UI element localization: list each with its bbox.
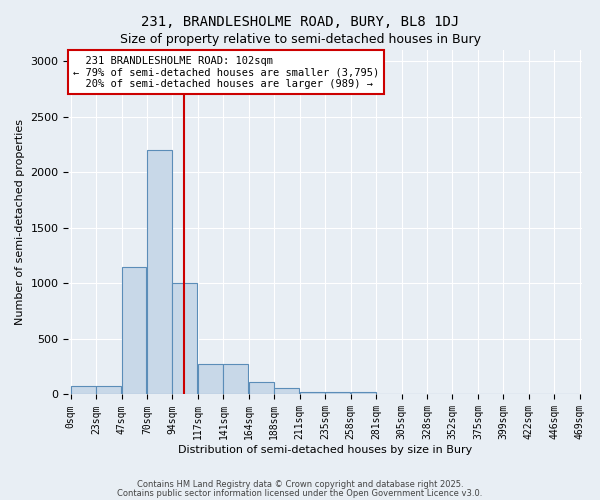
Bar bbox=[249, 382, 274, 394]
Text: 231, BRANDLESHOLME ROAD, BURY, BL8 1DJ: 231, BRANDLESHOLME ROAD, BURY, BL8 1DJ bbox=[141, 15, 459, 29]
Bar bbox=[96, 386, 121, 394]
Bar bbox=[274, 388, 299, 394]
Bar bbox=[172, 284, 197, 395]
Text: Contains HM Land Registry data © Crown copyright and database right 2025.: Contains HM Land Registry data © Crown c… bbox=[137, 480, 463, 489]
Bar bbox=[147, 150, 172, 394]
X-axis label: Distribution of semi-detached houses by size in Bury: Distribution of semi-detached houses by … bbox=[178, 445, 472, 455]
Text: 231 BRANDLESHOLME ROAD: 102sqm
← 79% of semi-detached houses are smaller (3,795): 231 BRANDLESHOLME ROAD: 102sqm ← 79% of … bbox=[73, 56, 379, 89]
Bar bbox=[122, 266, 146, 394]
Bar bbox=[325, 392, 350, 394]
Bar bbox=[223, 364, 248, 394]
Bar bbox=[198, 364, 223, 394]
Text: Size of property relative to semi-detached houses in Bury: Size of property relative to semi-detach… bbox=[119, 32, 481, 46]
Text: Contains public sector information licensed under the Open Government Licence v3: Contains public sector information licen… bbox=[118, 488, 482, 498]
Bar bbox=[350, 392, 376, 394]
Bar bbox=[71, 386, 95, 394]
Bar bbox=[300, 392, 325, 394]
Y-axis label: Number of semi-detached properties: Number of semi-detached properties bbox=[15, 119, 25, 325]
